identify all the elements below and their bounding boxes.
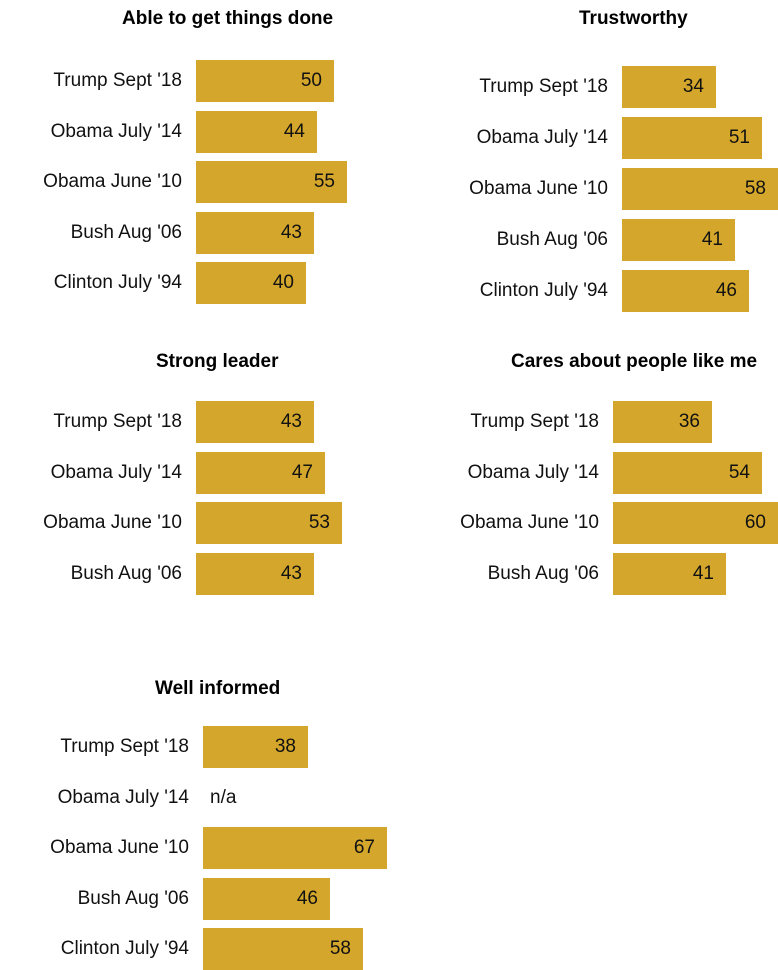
bar [196,161,347,203]
value-label: 46 [296,888,318,909]
category-label: Bush Aug '06 [70,563,182,584]
bar [613,553,726,595]
bar [196,452,325,494]
value-label: 47 [291,462,313,483]
category-label: Obama June '10 [460,512,599,533]
bar [203,878,330,920]
value-label: 50 [300,70,322,91]
value-label: 46 [715,280,737,301]
value-label: 41 [701,229,723,250]
chart-title: Well informed [155,678,281,699]
bar [622,66,716,108]
value-label: 55 [313,171,335,192]
value-label: 53 [308,512,330,533]
bar [622,219,735,261]
category-label: Obama July '14 [50,121,182,142]
bar [622,270,749,312]
bar [196,262,306,304]
bar [196,502,342,544]
value-label: 43 [280,222,302,243]
bar [613,452,762,494]
bar [613,401,712,443]
chart-title: Strong leader [156,351,279,372]
category-label: Obama June '10 [50,837,189,858]
category-label: Obama July '14 [57,787,189,808]
bar [622,117,762,159]
category-label: Trump Sept '18 [53,411,182,432]
chart-title: Cares about people like me [511,351,758,372]
category-label: Trump Sept '18 [60,736,189,757]
bar [622,168,778,210]
value-label: 38 [274,736,296,757]
category-label: Clinton July '94 [479,280,608,301]
bar [196,111,317,153]
na-label: n/a [210,787,237,808]
value-label: 44 [283,121,305,142]
category-label: Trump Sept '18 [470,411,599,432]
category-label: Bush Aug '06 [487,563,599,584]
category-label: Bush Aug '06 [77,888,189,909]
bar [613,502,778,544]
category-label: Bush Aug '06 [496,229,608,250]
category-label: Bush Aug '06 [70,222,182,243]
bar [196,60,334,102]
bar [203,928,363,970]
chart-title: Able to get things done [122,8,334,29]
category-label: Obama July '14 [467,462,599,483]
category-label: Obama June '10 [43,171,182,192]
bar [203,726,308,768]
category-label: Clinton July '94 [53,272,182,293]
value-label: 58 [329,938,351,959]
value-label: 40 [272,272,294,293]
bar [196,401,314,443]
bar [203,827,387,869]
bar [196,212,314,254]
bar [196,553,314,595]
category-label: Clinton July '94 [60,938,189,959]
category-label: Obama June '10 [469,178,608,199]
value-label: 36 [678,411,700,432]
value-label: 51 [728,127,750,148]
category-label: Obama June '10 [43,512,182,533]
value-label: 60 [744,512,766,533]
category-label: Trump Sept '18 [53,70,182,91]
value-label: 43 [280,563,302,584]
category-label: Obama July '14 [476,127,608,148]
chart-title: Trustworthy [579,8,688,29]
category-label: Obama July '14 [50,462,182,483]
value-label: 34 [682,76,704,97]
value-label: 43 [280,411,302,432]
value-label: 58 [744,178,766,199]
value-label: 54 [728,462,750,483]
value-label: 41 [692,563,714,584]
value-label: 67 [353,837,375,858]
category-label: Trump Sept '18 [479,76,608,97]
